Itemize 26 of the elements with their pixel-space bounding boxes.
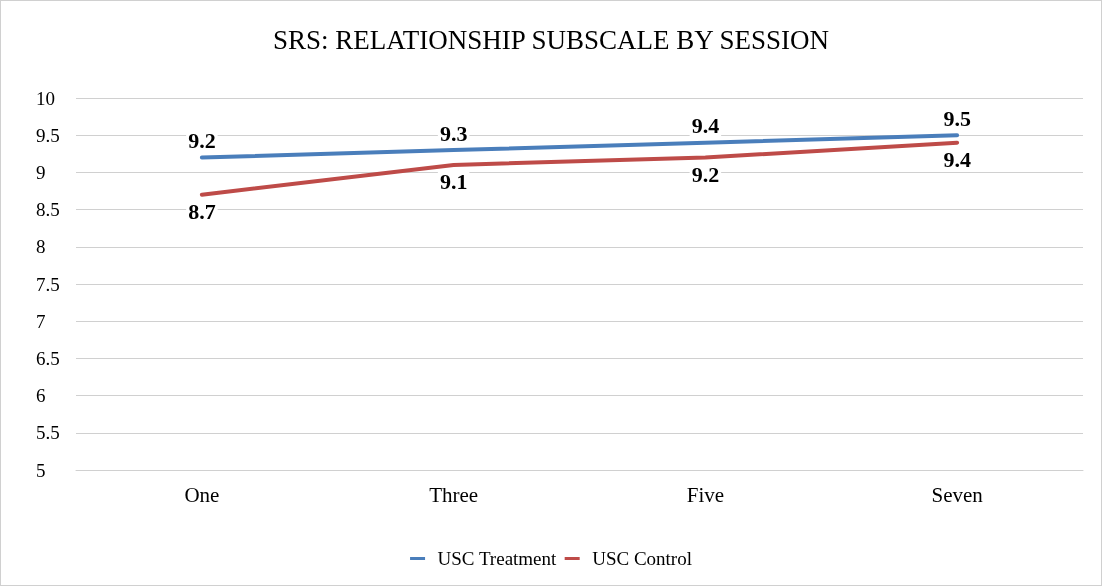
data-label: 9.2 (691, 162, 720, 188)
x-tick-label: Five (686, 482, 725, 507)
y-tick-label: 8 (36, 236, 46, 258)
x-tick-label: Seven (931, 482, 984, 507)
data-label: 9.1 (439, 169, 468, 195)
x-tick-label: Three (429, 482, 479, 507)
chart-title: SRS: RELATIONSHIP SUBSCALE BY SESSION (272, 24, 830, 55)
data-label: 9.2 (188, 128, 216, 154)
legend-label: USC Treatment (437, 548, 558, 569)
legend-label: USC Control (592, 548, 692, 569)
y-tick-label: 7.5 (36, 273, 60, 295)
y-tick-label: 7 (36, 310, 46, 332)
y-tick-label: 6.5 (36, 347, 60, 369)
y-tick-label: 5.5 (36, 422, 60, 444)
y-tick-label: 8.5 (36, 199, 60, 221)
y-tick-label: 9 (36, 161, 46, 183)
y-tick-label: 6 (36, 385, 46, 407)
y-tick-label: 9.5 (36, 124, 60, 146)
y-tick-label: 10 (36, 87, 55, 109)
data-label: 9.4 (943, 147, 971, 173)
x-tick-label: One (184, 482, 220, 507)
y-tick-label: 5 (36, 459, 46, 481)
data-label: 9.4 (691, 113, 720, 139)
data-label: 9.5 (943, 105, 971, 131)
data-label: 9.3 (439, 120, 468, 146)
data-label: 8.7 (188, 199, 216, 225)
